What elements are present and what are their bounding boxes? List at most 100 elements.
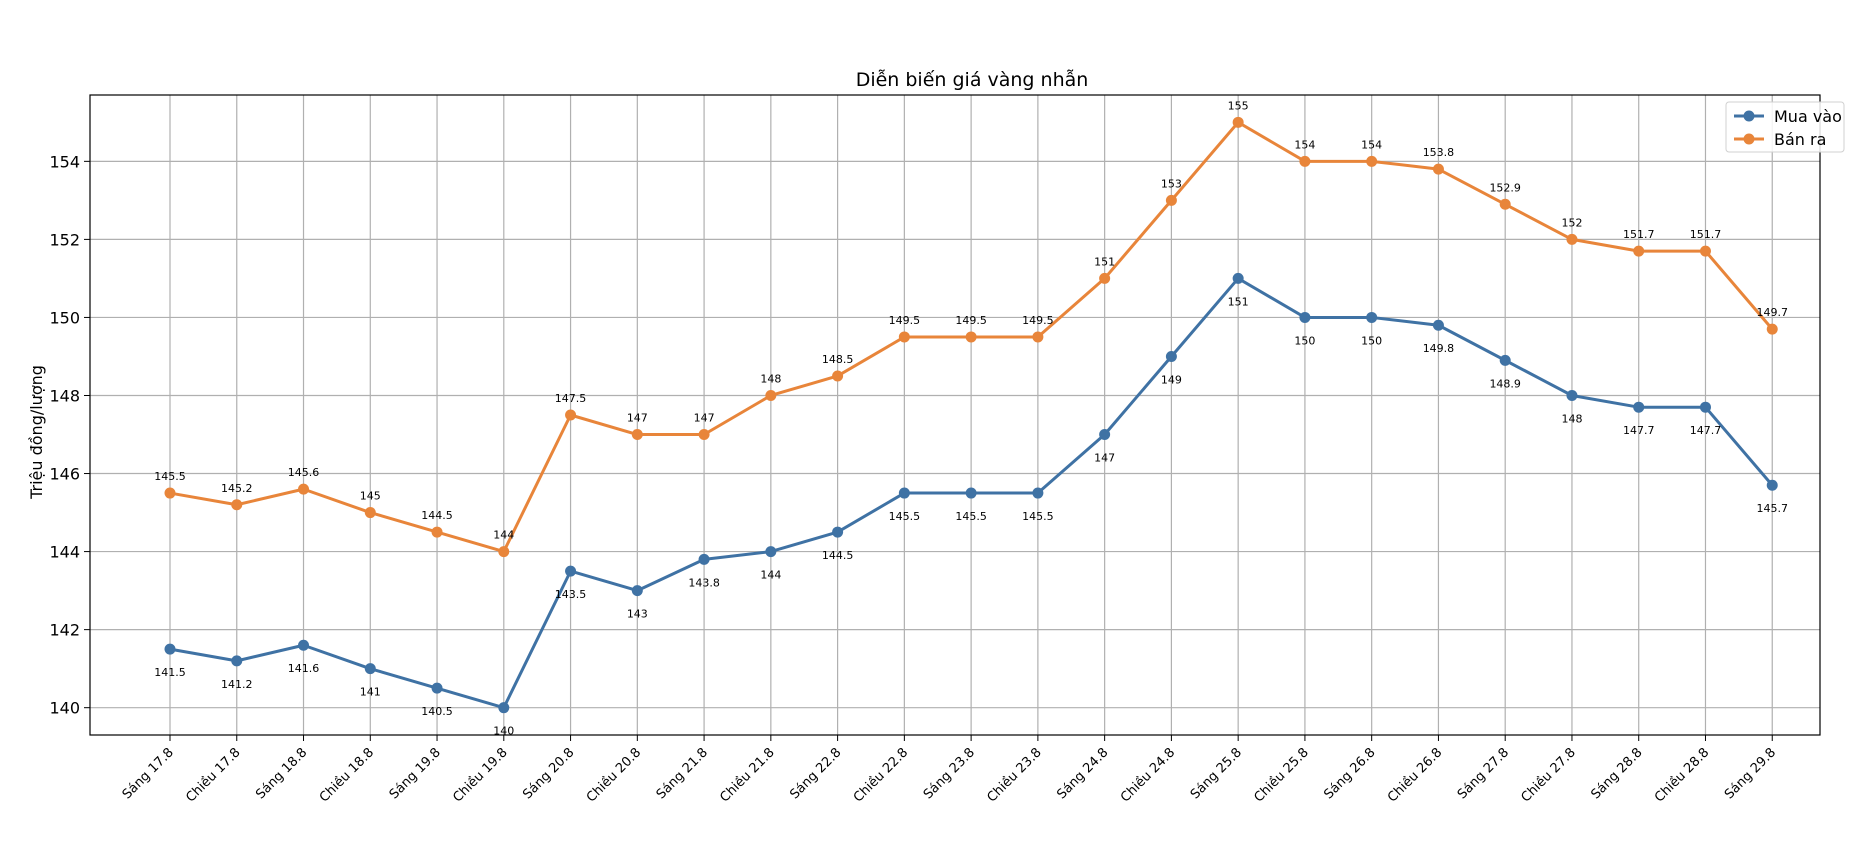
y-axis-ticks: 140 142 144 146 148 150 152 154	[49, 152, 90, 718]
x-tick-label: Sáng 22.8	[787, 745, 844, 802]
data-point	[1165, 350, 1177, 362]
y-tick-label: 144	[49, 543, 80, 562]
data-label: 148.5	[822, 353, 854, 366]
data-point	[1299, 311, 1311, 323]
x-tick-label: Chiều 20.8	[584, 745, 644, 805]
y-tick-label: 140	[49, 699, 80, 718]
data-label: 150	[1361, 334, 1382, 347]
data-point	[898, 331, 910, 343]
x-tick-label: Sáng 27.8	[1455, 745, 1512, 802]
data-point	[1633, 245, 1645, 257]
data-label: 151	[1228, 295, 1249, 308]
y-tick-label: 148	[49, 386, 80, 405]
data-point	[1299, 155, 1311, 167]
data-point	[298, 639, 310, 651]
data-label: 147	[627, 412, 648, 425]
data-label: 145.6	[288, 466, 320, 479]
x-tick-label: Chiều 25.8	[1251, 745, 1311, 805]
grid	[90, 95, 1820, 735]
data-label: 153.8	[1423, 146, 1455, 159]
data-label: 154	[1361, 138, 1382, 151]
data-point	[1099, 272, 1111, 284]
y-tick-label: 154	[49, 152, 80, 171]
data-point	[1699, 245, 1711, 257]
data-label: 145.5	[1022, 510, 1054, 523]
x-tick-label: Chiều 22.8	[851, 745, 911, 805]
legend-label: Mua vào	[1774, 107, 1842, 126]
data-point	[1366, 155, 1378, 167]
data-label: 149	[1161, 373, 1182, 386]
data-label: 149.5	[1022, 314, 1054, 327]
data-point	[631, 585, 643, 597]
data-point	[765, 389, 777, 401]
data-point	[1432, 319, 1444, 331]
x-tick-label: Chiều 27.8	[1519, 745, 1579, 805]
data-label: 147	[694, 412, 715, 425]
data-label: 151.7	[1623, 228, 1655, 241]
data-point	[1699, 401, 1711, 413]
data-point	[965, 331, 977, 343]
x-tick-label: Chiều 18.8	[317, 745, 377, 805]
data-point	[1766, 323, 1778, 335]
y-tick-label: 146	[49, 465, 80, 484]
data-point	[1032, 331, 1044, 343]
data-label: 141.5	[154, 666, 186, 679]
data-label: 144	[760, 569, 781, 582]
x-tick-label: Sáng 26.8	[1321, 745, 1378, 802]
data-label: 144.5	[421, 509, 453, 522]
data-label: 147.7	[1623, 424, 1655, 437]
x-tick-label: Sáng 20.8	[520, 745, 577, 802]
legend-marker	[1743, 110, 1755, 122]
y-tick-label: 152	[49, 230, 80, 249]
data-point	[364, 507, 376, 519]
chart-title: Diễn biến giá vàng nhẫn	[856, 68, 1089, 91]
x-tick-label: Sáng 23.8	[921, 745, 978, 802]
data-point	[164, 643, 176, 655]
data-label: 149.7	[1756, 306, 1788, 319]
data-point	[965, 487, 977, 499]
legend-marker	[1743, 133, 1755, 145]
data-label: 143.5	[555, 588, 587, 601]
data-label: 143	[627, 608, 648, 621]
data-point	[1032, 487, 1044, 499]
data-point	[431, 682, 443, 694]
data-point	[1499, 198, 1511, 210]
x-tick-label: Chiều 17.8	[183, 745, 243, 805]
data-label: 145	[360, 490, 381, 503]
data-label: 145.5	[154, 470, 186, 483]
x-tick-label: Sáng 21.8	[654, 745, 711, 802]
data-label: 148.9	[1489, 377, 1521, 390]
data-label: 143.8	[688, 576, 720, 589]
data-point	[832, 370, 844, 382]
data-label: 144	[493, 529, 514, 542]
data-label: 140.5	[421, 705, 453, 718]
data-point	[832, 526, 844, 538]
data-point	[698, 553, 710, 565]
x-tick-label: Chiều 21.8	[717, 745, 777, 805]
x-tick-label: Chiều 23.8	[984, 745, 1044, 805]
data-label: 149.8	[1423, 342, 1455, 355]
data-point	[898, 487, 910, 499]
x-tick-label: Sáng 29.8	[1722, 745, 1779, 802]
data-point	[565, 409, 577, 421]
x-tick-label: Sáng 18.8	[253, 745, 310, 802]
data-label: 144.5	[822, 549, 854, 562]
data-label: 152	[1561, 216, 1582, 229]
data-point	[231, 499, 243, 511]
legend-label: Bán ra	[1774, 130, 1826, 149]
data-label: 154	[1294, 138, 1315, 151]
legend: Mua vào Bán ra	[1725, 101, 1845, 153]
x-axis-ticks: Sáng 17.8 Chiều 17.8 Sáng 18.8 Chiều 18.8 Sá…	[120, 735, 1779, 806]
data-label: 152.9	[1489, 181, 1521, 194]
data-point	[498, 546, 510, 558]
x-tick-label: Sáng 24.8	[1054, 745, 1111, 802]
data-label: 141	[360, 686, 381, 699]
data-point	[1165, 194, 1177, 206]
data-point	[631, 429, 643, 441]
data-label: 145.5	[955, 510, 987, 523]
data-label: 151.7	[1690, 228, 1722, 241]
data-point	[1499, 354, 1511, 366]
y-tick-label: 142	[49, 621, 80, 640]
data-label: 153	[1161, 177, 1182, 190]
